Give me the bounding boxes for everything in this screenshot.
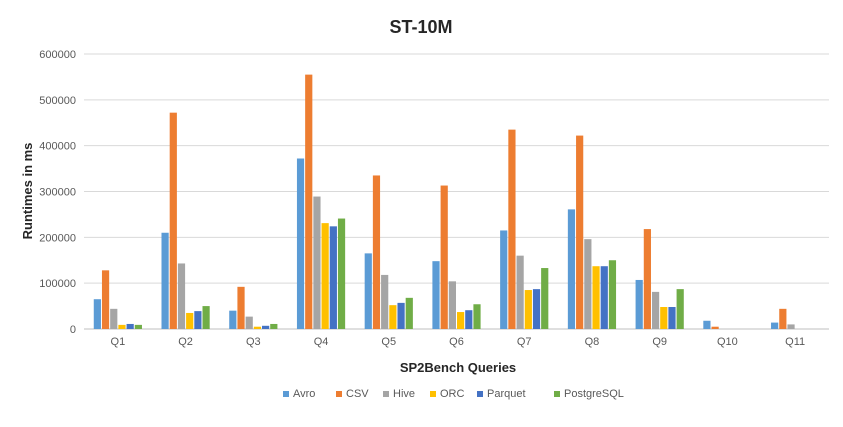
bar-postgresql-q2 [202, 306, 210, 329]
x-tick-label: Q3 [246, 336, 261, 348]
x-tick-label: Q6 [449, 336, 464, 348]
y-tick-label: 200000 [39, 232, 76, 244]
legend-label-hive: Hive [393, 388, 415, 400]
bar-avro-q9 [635, 279, 643, 329]
bar-hive-q3 [245, 316, 253, 329]
bar-postgresql-q8 [608, 260, 617, 329]
bar-hive-q6 [448, 281, 456, 329]
gridlines [84, 53, 829, 330]
bar-orc-q4 [321, 223, 329, 329]
bar-csv-q2 [169, 112, 177, 330]
bar-postgresql-q1 [134, 324, 142, 329]
bar-postgresql-q6 [473, 304, 481, 329]
legend-label-orc: ORC [440, 388, 465, 400]
bar-parquet-q8 [600, 266, 608, 329]
y-tick-label: 400000 [39, 141, 76, 153]
bar-avro-q6 [432, 261, 440, 329]
bar-csv-q5 [372, 175, 381, 329]
y-axis-title: Runtimes in ms [20, 143, 35, 240]
bar-orc-q5 [389, 305, 397, 329]
bar-avro-q11 [771, 322, 779, 329]
bar-avro-q1 [93, 299, 101, 329]
bar-orc-q9 [660, 307, 668, 329]
x-tick-label: Q8 [585, 336, 600, 348]
bar-postgresql-q3 [270, 323, 278, 329]
x-tick-label: Q11 [785, 336, 805, 348]
bar-hive-q7 [516, 255, 524, 329]
bar-parquet-q7 [532, 289, 541, 329]
bar-hive-q9 [651, 291, 660, 329]
bar-parquet-q9 [668, 307, 676, 329]
bar-postgresql-q4 [337, 218, 346, 329]
bars [93, 74, 795, 330]
chart-title: ST-10M [389, 17, 452, 37]
legend: Avro CSV Hive ORC Parquet PostgreSQL [283, 388, 624, 400]
bar-orc-q6 [457, 312, 465, 329]
bar-parquet-q1 [126, 323, 134, 329]
bar-avro-q10 [703, 320, 711, 329]
bar-hive-q4 [313, 196, 321, 329]
bar-csv-q3 [237, 286, 245, 329]
x-tick-label: Q7 [517, 336, 532, 348]
bar-postgresql-q5 [405, 297, 413, 329]
bar-hive-q5 [381, 274, 389, 329]
y-tick-label: 600000 [39, 49, 76, 61]
bar-parquet-q3 [262, 325, 270, 329]
x-tick-label: Q5 [381, 336, 396, 348]
bar-avro-q7 [500, 230, 508, 329]
bar-orc-q1 [118, 324, 126, 329]
bar-csv-q6 [440, 185, 448, 329]
bar-hive-q8 [584, 239, 592, 329]
bar-avro-q5 [364, 253, 372, 329]
bar-avro-q8 [567, 209, 576, 329]
bar-parquet-q2 [194, 311, 202, 329]
bar-hive-q11 [787, 324, 795, 329]
x-tick-label: Q10 [717, 336, 738, 348]
bar-postgresql-q9 [676, 289, 684, 329]
x-tick-label: Q1 [111, 336, 126, 348]
x-tick-label: Q4 [314, 336, 329, 348]
bar-orc-q2 [186, 312, 194, 329]
bar-orc-q7 [524, 290, 532, 329]
bar-csv-q7 [508, 129, 516, 329]
x-tick-label: Q9 [652, 336, 667, 348]
legend-label-csv: CSV [346, 388, 369, 400]
bar-csv-q8 [576, 135, 584, 329]
bar-orc-q3 [253, 326, 262, 329]
bar-csv-q1 [101, 270, 110, 329]
bar-csv-q4 [305, 74, 313, 329]
bar-avro-q2 [161, 232, 169, 329]
bar-postgresql-q7 [541, 268, 549, 329]
y-tick-label: 100000 [39, 278, 76, 290]
bar-parquet-q5 [397, 302, 405, 329]
legend-swatch-csv [336, 391, 342, 397]
legend-swatch-hive [383, 391, 389, 397]
x-tick-label: Q2 [178, 336, 193, 348]
bar-parquet-q6 [465, 310, 473, 329]
y-tick-label: 500000 [39, 95, 76, 107]
legend-label-avro: Avro [293, 388, 315, 400]
bar-hive-q1 [110, 308, 118, 329]
legend-swatch-parquet [477, 391, 483, 397]
bar-csv-q9 [643, 229, 651, 329]
bar-orc-q8 [592, 266, 600, 329]
bar-avro-q4 [296, 158, 305, 329]
legend-swatch-postgresql [554, 391, 560, 397]
legend-label-postgresql: PostgreSQL [564, 388, 624, 400]
bar-hive-q2 [177, 263, 186, 329]
legend-label-parquet: Parquet [487, 388, 526, 400]
bar-csv-q11 [779, 308, 787, 329]
y-tick-label: 0 [70, 324, 76, 336]
bar-avro-q3 [229, 310, 237, 329]
legend-swatch-avro [283, 391, 289, 397]
bar-parquet-q4 [329, 226, 337, 329]
x-axis-title: SP2Bench Queries [400, 360, 516, 375]
legend-swatch-orc [430, 391, 436, 397]
y-tick-label: 300000 [39, 187, 76, 199]
x-axis-ticks: Q1 Q2 Q3 Q4 Q5 Q6 Q7 Q8 Q9 Q10 Q11 [111, 336, 806, 348]
bar-csv-q10 [711, 326, 719, 329]
y-axis-ticks: 0 100000 200000 300000 400000 500000 600000 [39, 49, 76, 336]
